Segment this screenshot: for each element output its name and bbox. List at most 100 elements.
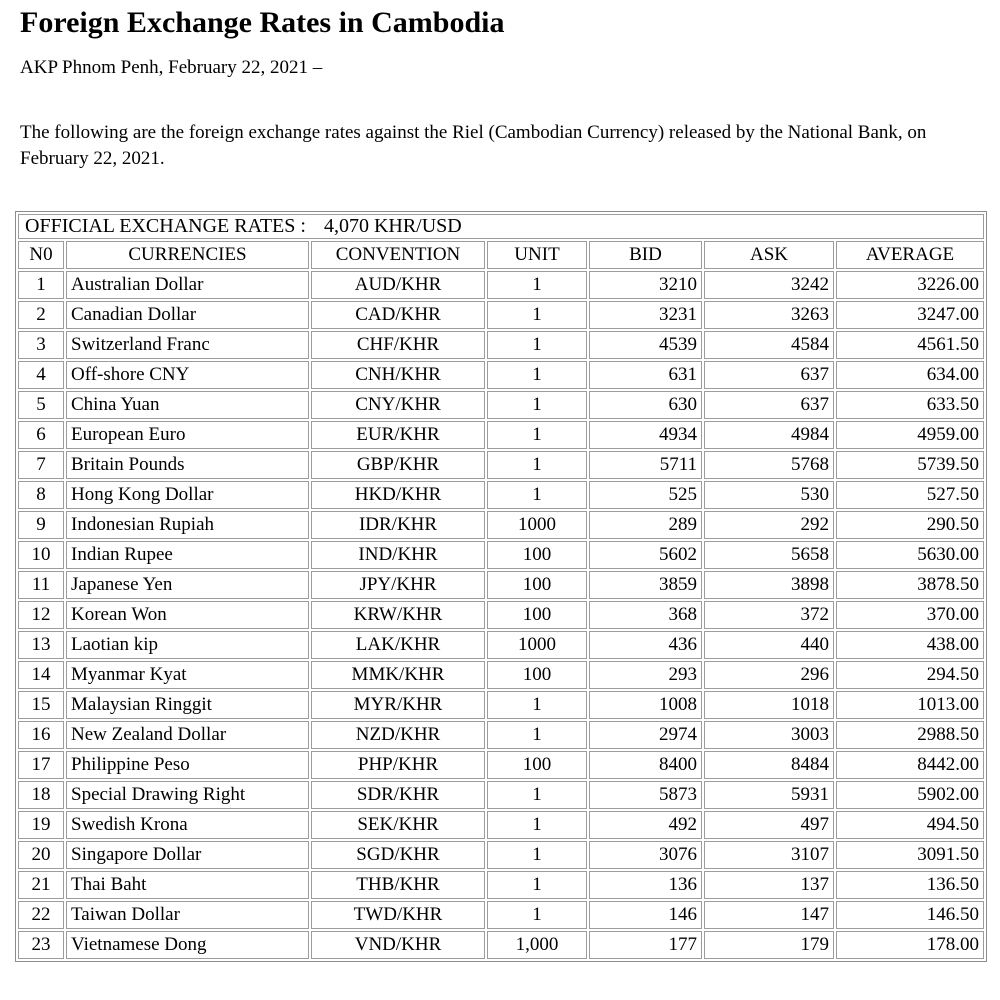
cell-bid: 3210	[589, 271, 702, 300]
official-rates-cell: OFFICIAL EXCHANGE RATES : 4,070 KHR/USD	[18, 214, 984, 240]
cell-currency: Special Drawing Right	[66, 781, 309, 810]
cell-average: 5902.00	[836, 781, 984, 810]
column-header-currencies: CURRENCIES	[66, 241, 309, 270]
column-header-convention: CONVENTION	[311, 241, 485, 270]
cell-average: 370.00	[836, 601, 984, 630]
cell-no: 2	[18, 301, 64, 330]
cell-bid: 3231	[589, 301, 702, 330]
cell-currency: European Euro	[66, 421, 309, 450]
cell-bid: 177	[589, 931, 702, 960]
cell-average: 438.00	[836, 631, 984, 660]
cell-ask: 3898	[704, 571, 834, 600]
cell-currency: Myanmar Kyat	[66, 661, 309, 690]
official-usd-rate: 4,070 KHR/USD	[323, 215, 462, 238]
cell-unit: 1,000	[487, 931, 587, 960]
cell-ask: 296	[704, 661, 834, 690]
cell-average: 3878.50	[836, 571, 984, 600]
cell-no: 20	[18, 841, 64, 870]
cell-no: 23	[18, 931, 64, 960]
cell-average: 1013.00	[836, 691, 984, 720]
table-row: 6 European Euro EUR/KHR 1 4934 4984 4959.00	[18, 421, 984, 450]
cell-no: 10	[18, 541, 64, 570]
cell-bid: 631	[589, 361, 702, 390]
cell-ask: 1018	[704, 691, 834, 720]
column-header-unit: UNIT	[487, 241, 587, 270]
cell-convention: VND/KHR	[311, 931, 485, 960]
cell-average: 8442.00	[836, 751, 984, 780]
table-row: 11 Japanese Yen JPY/KHR 100 3859 3898 3878.50	[18, 571, 984, 600]
table-row: 1 Australian Dollar AUD/KHR 1 3210 3242 3226.0…	[18, 271, 984, 300]
cell-average: 634.00	[836, 361, 984, 390]
cell-currency: Hong Kong Dollar	[66, 481, 309, 510]
rates-tbody: 1 Australian Dollar AUD/KHR 1 3210 3242 3226.0…	[18, 271, 984, 960]
cell-bid: 4539	[589, 331, 702, 360]
cell-ask: 3003	[704, 721, 834, 750]
cell-convention: HKD/KHR	[311, 481, 485, 510]
cell-no: 21	[18, 871, 64, 900]
column-header-no: N0	[18, 241, 64, 270]
cell-convention: IND/KHR	[311, 541, 485, 570]
cell-convention: SDR/KHR	[311, 781, 485, 810]
cell-unit: 1	[487, 691, 587, 720]
cell-ask: 497	[704, 811, 834, 840]
cell-average: 3247.00	[836, 301, 984, 330]
cell-no: 9	[18, 511, 64, 540]
cell-ask: 3263	[704, 301, 834, 330]
cell-convention: CNY/KHR	[311, 391, 485, 420]
exchange-rates-table: OFFICIAL EXCHANGE RATES : 4,070 KHR/USD N…	[15, 211, 987, 963]
cell-average: 178.00	[836, 931, 984, 960]
cell-no: 13	[18, 631, 64, 660]
cell-unit: 1	[487, 451, 587, 480]
cell-currency: China Yuan	[66, 391, 309, 420]
cell-ask: 637	[704, 391, 834, 420]
cell-no: 12	[18, 601, 64, 630]
cell-convention: LAK/KHR	[311, 631, 485, 660]
table-header-row: N0 CURRENCIES CONVENTION UNIT BID ASK AV…	[18, 241, 984, 270]
cell-no: 19	[18, 811, 64, 840]
cell-no: 16	[18, 721, 64, 750]
cell-bid: 492	[589, 811, 702, 840]
cell-bid: 630	[589, 391, 702, 420]
table-row: 10 Indian Rupee IND/KHR 100 5602 5658 5630.00	[18, 541, 984, 570]
cell-currency: Swedish Krona	[66, 811, 309, 840]
column-header-ask: ASK	[704, 241, 834, 270]
cell-average: 4959.00	[836, 421, 984, 450]
cell-no: 15	[18, 691, 64, 720]
column-header-bid: BID	[589, 241, 702, 270]
cell-convention: JPY/KHR	[311, 571, 485, 600]
cell-convention: NZD/KHR	[311, 721, 485, 750]
cell-ask: 3107	[704, 841, 834, 870]
cell-convention: MYR/KHR	[311, 691, 485, 720]
cell-no: 1	[18, 271, 64, 300]
cell-bid: 436	[589, 631, 702, 660]
cell-average: 290.50	[836, 511, 984, 540]
cell-unit: 100	[487, 541, 587, 570]
cell-convention: AUD/KHR	[311, 271, 485, 300]
column-header-average: AVERAGE	[836, 241, 984, 270]
cell-convention: CHF/KHR	[311, 331, 485, 360]
cell-bid: 4934	[589, 421, 702, 450]
byline: AKP Phnom Penh, February 22, 2021 –	[20, 57, 323, 78]
cell-average: 294.50	[836, 661, 984, 690]
cell-bid: 8400	[589, 751, 702, 780]
cell-convention: MMK/KHR	[311, 661, 485, 690]
cell-no: 14	[18, 661, 64, 690]
cell-convention: SGD/KHR	[311, 841, 485, 870]
cell-convention: EUR/KHR	[311, 421, 485, 450]
cell-convention: THB/KHR	[311, 871, 485, 900]
cell-currency: Singapore Dollar	[66, 841, 309, 870]
cell-unit: 100	[487, 571, 587, 600]
cell-ask: 179	[704, 931, 834, 960]
cell-average: 4561.50	[836, 331, 984, 360]
official-rates-label: OFFICIAL EXCHANGE RATES :	[25, 215, 306, 238]
cell-currency: Philippine Peso	[66, 751, 309, 780]
cell-no: 4	[18, 361, 64, 390]
table-row: 4 Off-shore CNY CNH/KHR 1 631 637 634.00	[18, 361, 984, 390]
cell-unit: 1	[487, 421, 587, 450]
cell-unit: 1000	[487, 631, 587, 660]
cell-no: 6	[18, 421, 64, 450]
table-row: 19 Swedish Krona SEK/KHR 1 492 497 494.50	[18, 811, 984, 840]
page-title: Foreign Exchange Rates in Cambodia	[20, 6, 505, 39]
cell-convention: CNH/KHR	[311, 361, 485, 390]
cell-convention: PHP/KHR	[311, 751, 485, 780]
